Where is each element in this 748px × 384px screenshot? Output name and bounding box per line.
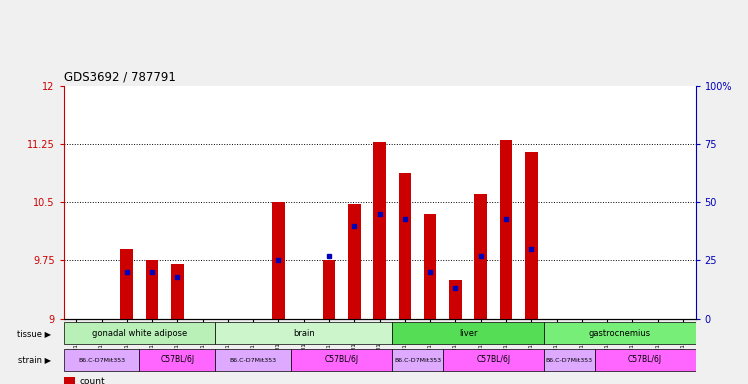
Text: gastrocnemius: gastrocnemius: [589, 329, 651, 338]
Text: gonadal white adipose: gonadal white adipose: [92, 329, 187, 338]
Text: GDS3692 / 787791: GDS3692 / 787791: [64, 70, 176, 83]
Text: liver: liver: [459, 329, 477, 338]
Bar: [544, 322, 696, 344]
Bar: [449, 280, 462, 319]
Bar: [64, 322, 215, 344]
Bar: [146, 260, 159, 319]
Text: B6.C-D7Mit353: B6.C-D7Mit353: [78, 358, 125, 362]
Bar: [64, 349, 139, 371]
Bar: [424, 214, 437, 319]
Bar: [64, 377, 75, 384]
Text: B6.C-D7Mit353: B6.C-D7Mit353: [545, 358, 593, 362]
Bar: [474, 194, 487, 319]
Bar: [272, 202, 285, 319]
Bar: [171, 264, 184, 319]
Text: strain ▶: strain ▶: [18, 356, 51, 364]
Bar: [544, 349, 595, 371]
Bar: [500, 140, 512, 319]
Bar: [373, 142, 386, 319]
Bar: [443, 349, 544, 371]
Bar: [120, 249, 133, 319]
Text: count: count: [79, 377, 105, 384]
Bar: [348, 204, 361, 319]
Text: B6.C-D7Mit353: B6.C-D7Mit353: [230, 358, 277, 362]
Bar: [215, 322, 392, 344]
Text: C57BL/6J: C57BL/6J: [628, 356, 662, 364]
Text: brain: brain: [293, 329, 315, 338]
Bar: [525, 152, 538, 319]
Bar: [139, 349, 215, 371]
Bar: [399, 174, 411, 319]
Bar: [322, 260, 335, 319]
Text: tissue ▶: tissue ▶: [16, 329, 51, 338]
Text: B6.C-D7Mit353: B6.C-D7Mit353: [394, 358, 441, 362]
Text: C57BL/6J: C57BL/6J: [325, 356, 359, 364]
Text: C57BL/6J: C57BL/6J: [160, 356, 194, 364]
Bar: [392, 322, 544, 344]
Bar: [392, 349, 443, 371]
Text: C57BL/6J: C57BL/6J: [476, 356, 510, 364]
Bar: [595, 349, 696, 371]
Bar: [291, 349, 392, 371]
Bar: [215, 349, 291, 371]
